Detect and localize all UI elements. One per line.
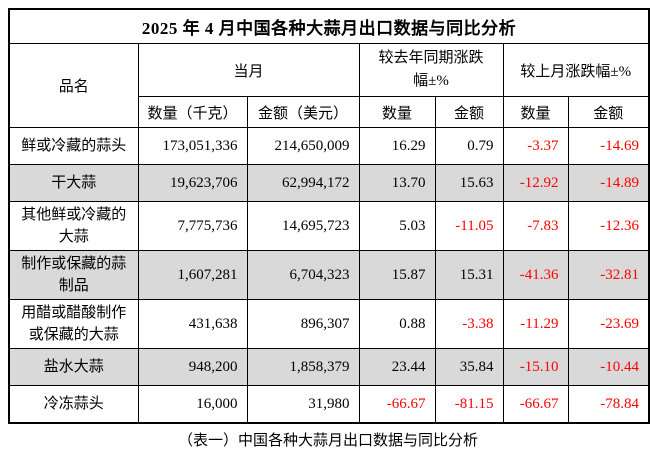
yoy-amt-value: -81.15 xyxy=(434,385,504,424)
yoy-amt-value: 0.79 xyxy=(434,127,504,165)
mom-qty-value: -7.83 xyxy=(502,201,569,251)
yoy-amt-value: 15.31 xyxy=(434,250,504,300)
qty-kg-value: 19,623,706 xyxy=(137,164,248,202)
table-caption: （表一）中国各种大蒜月出口数据与同比分析 xyxy=(177,433,478,449)
product-name: 鲜或冷藏的蒜头 xyxy=(8,127,139,165)
table-body: 鲜或冷藏的蒜头 173,051,336 214,650,009 16.29 0.79 -3… xyxy=(8,127,650,424)
table-row: 制作或保藏的蒜制品 1,607,281 6,704,323 15.87 15.31 -41… xyxy=(8,250,650,300)
mom-amt-value: -23.69 xyxy=(567,299,650,349)
col-header-yoy-amt: 金额 xyxy=(434,96,504,128)
header-row-groups: 品名 当月 较去年同期涨跌 幅±% 较上月涨跌幅±% xyxy=(8,43,650,128)
table-row: 用醋或醋酸制作或保藏的大蒜 431,638 896,307 0.88 -3.38 -11.… xyxy=(8,299,650,349)
mom-amt-value: -32.81 xyxy=(567,250,650,300)
yoy-qty-value: -66.67 xyxy=(358,385,436,424)
product-name: 冷冻蒜头 xyxy=(8,385,139,424)
product-name: 制作或保藏的蒜制品 xyxy=(8,250,139,300)
col-header-qty-kg: 数量（千克） xyxy=(137,96,248,128)
col-header-mom-qty: 数量 xyxy=(502,96,569,128)
table-row: 其他鲜或冷藏的大蒜 7,775,736 14,695,723 5.03 -11.05 -7… xyxy=(8,201,650,251)
product-name: 用醋或醋酸制作或保藏的大蒜 xyxy=(8,299,139,349)
amt-usd-value: 31,980 xyxy=(246,385,360,424)
col-header-product: 品名 xyxy=(8,43,139,128)
table-title-row: 2025 年 4 月中国各种大蒜月出口数据与同比分析 xyxy=(8,8,650,44)
col-header-yoy-qty: 数量 xyxy=(358,96,436,128)
amt-usd-value: 1,858,379 xyxy=(246,348,360,386)
col-header-yoy: 较去年同期涨跌 幅±% xyxy=(358,43,504,97)
mom-qty-value: -11.29 xyxy=(502,299,569,349)
table-row: 干大蒜 19,623,706 62,994,172 13.70 15.63 -12.92-… xyxy=(8,164,650,202)
yoy-amt-value: 35.84 xyxy=(434,348,504,386)
col-header-amt-usd: 金额（美元） xyxy=(246,96,360,128)
qty-kg-value: 7,775,736 xyxy=(137,201,248,251)
yoy-qty-value: 16.29 xyxy=(358,127,436,165)
amt-usd-value: 214,650,009 xyxy=(246,127,360,165)
table-row: 盐水大蒜 948,200 1,858,379 23.44 35.84 -15.10 -10.… xyxy=(8,348,650,386)
mom-amt-value: -12.36 xyxy=(567,201,650,251)
table-row: 鲜或冷藏的蒜头 173,051,336 214,650,009 16.29 0.79 -3… xyxy=(8,127,650,165)
col-header-mom-amt: 金额 xyxy=(567,96,650,128)
mom-qty-value: -41.36 xyxy=(502,250,569,300)
product-name: 盐水大蒜 xyxy=(8,348,139,386)
amt-usd-value: 6,704,323 xyxy=(246,250,360,300)
yoy-qty-value: 23.44 xyxy=(358,348,436,386)
yoy-qty-value: 5.03 xyxy=(358,201,436,251)
yoy-qty-value: 13.70 xyxy=(358,164,436,202)
yoy-amt-value: 15.63 xyxy=(434,164,504,202)
qty-kg-value: 16,000 xyxy=(137,385,248,424)
table-row: 冷冻蒜头 16,000 31,980 -66.67 -81.15 -66.67 -78.84 xyxy=(8,385,650,424)
col-header-mom: 较上月涨跌幅±% xyxy=(502,43,650,97)
table-title: 2025 年 4 月中国各种大蒜月出口数据与同比分析 xyxy=(8,8,650,44)
product-name: 干大蒜 xyxy=(8,164,139,202)
mom-amt-value: -78.84 xyxy=(567,385,650,424)
header-row-subcolumns: 数量（千克） 金额（美元） 数量 金额 数量 金额 xyxy=(9,96,650,128)
yoy-amt-value: -11.05 xyxy=(434,201,504,251)
mom-amt-value: -14.89 xyxy=(567,164,650,202)
qty-kg-value: 173,051,336 xyxy=(137,127,248,165)
col-header-current-month: 当月 xyxy=(137,43,360,97)
yoy-amt-value: -3.38 xyxy=(434,299,504,349)
yoy-qty-value: 15.87 xyxy=(358,250,436,300)
amt-usd-value: 896,307 xyxy=(246,299,360,349)
amt-usd-value: 62,994,172 xyxy=(246,164,360,202)
mom-qty-value: -12.92 xyxy=(502,164,569,202)
amt-usd-value: 14,695,723 xyxy=(246,201,360,251)
mom-amt-value: -10.44 xyxy=(567,348,650,386)
qty-kg-value: 431,638 xyxy=(137,299,248,349)
qty-kg-value: 1,607,281 xyxy=(137,250,248,300)
mom-qty-value: -15.10 xyxy=(502,348,569,386)
yoy-qty-value: 0.88 xyxy=(358,299,436,349)
product-name: 其他鲜或冷藏的大蒜 xyxy=(8,201,139,251)
mom-amt-value: -14.69 xyxy=(567,127,650,165)
mom-qty-value: -3.37 xyxy=(502,127,569,165)
garlic-export-table: 2025 年 4 月中国各种大蒜月出口数据与同比分析 品名 当月 较去年同期涨跌… xyxy=(8,8,651,424)
mom-qty-value: -66.67 xyxy=(502,385,569,424)
qty-kg-value: 948,200 xyxy=(137,348,248,386)
